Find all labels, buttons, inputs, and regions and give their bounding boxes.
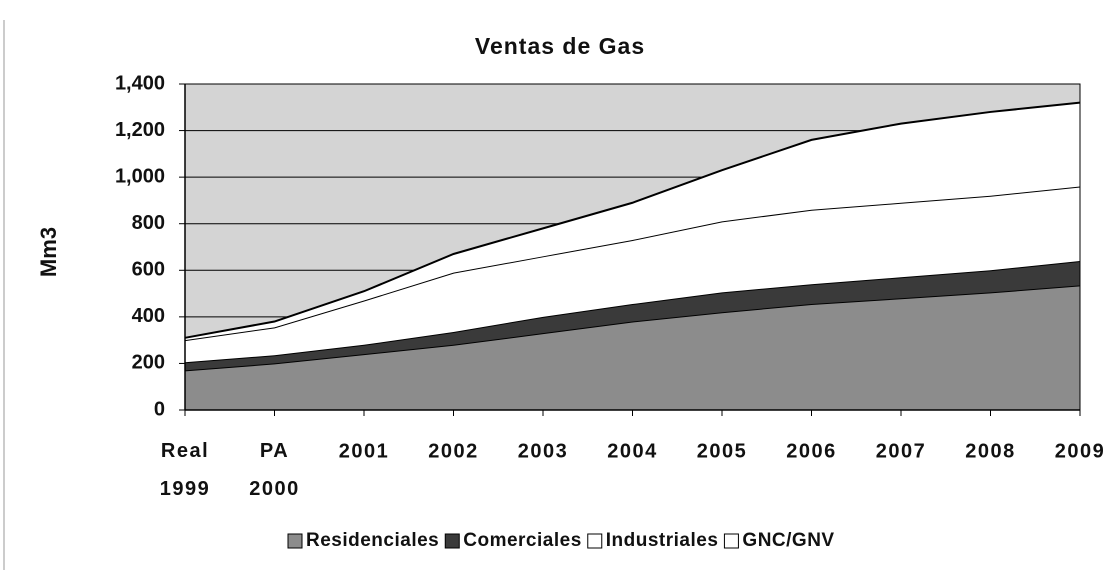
y-tick-label: 1,200: [115, 119, 165, 141]
legend-swatch: [587, 533, 603, 549]
y-tick-label: 1,400: [115, 72, 165, 94]
x-tick-label: 2008: [965, 440, 1016, 462]
legend-label: Comerciales: [463, 530, 582, 551]
x-tick-label: PA 2000: [249, 440, 300, 500]
area: [185, 285, 1080, 410]
chart-title: Ventas de Gas: [475, 33, 645, 59]
x-tick-label: 2006: [786, 440, 837, 462]
y-tick-label: 400: [132, 305, 165, 327]
legend-swatch: [287, 533, 303, 549]
y-tick-label: 800: [132, 212, 165, 234]
y-tick-label: 200: [132, 352, 165, 374]
y-tick-label: 600: [132, 259, 165, 281]
legend-swatch: [444, 533, 460, 549]
legend-swatch: [723, 533, 739, 549]
x-tick-label: 2007: [876, 440, 927, 462]
x-tick-label: 2003: [518, 440, 569, 462]
area-edge: [184, 101, 1081, 339]
x-tick-label: 2005: [697, 440, 748, 462]
legend-label: Residenciales: [306, 530, 439, 551]
legend-label: Industriales: [606, 530, 719, 551]
y-tick-label: 1,000: [115, 165, 165, 187]
area: [185, 186, 1080, 363]
y-axis-label: Mm3: [36, 227, 61, 277]
area: [185, 260, 1080, 371]
area: [185, 102, 1080, 341]
legend-label: GNC/GNV: [742, 530, 834, 551]
y-tick-label: 0: [154, 398, 165, 420]
x-tick-label: 2001: [339, 440, 390, 462]
x-tick-label: Real 1999: [160, 440, 211, 500]
x-tick-label: 2004: [607, 440, 658, 462]
x-tick-label: 2002: [428, 440, 479, 462]
x-tick-label: 2009: [1055, 440, 1106, 462]
